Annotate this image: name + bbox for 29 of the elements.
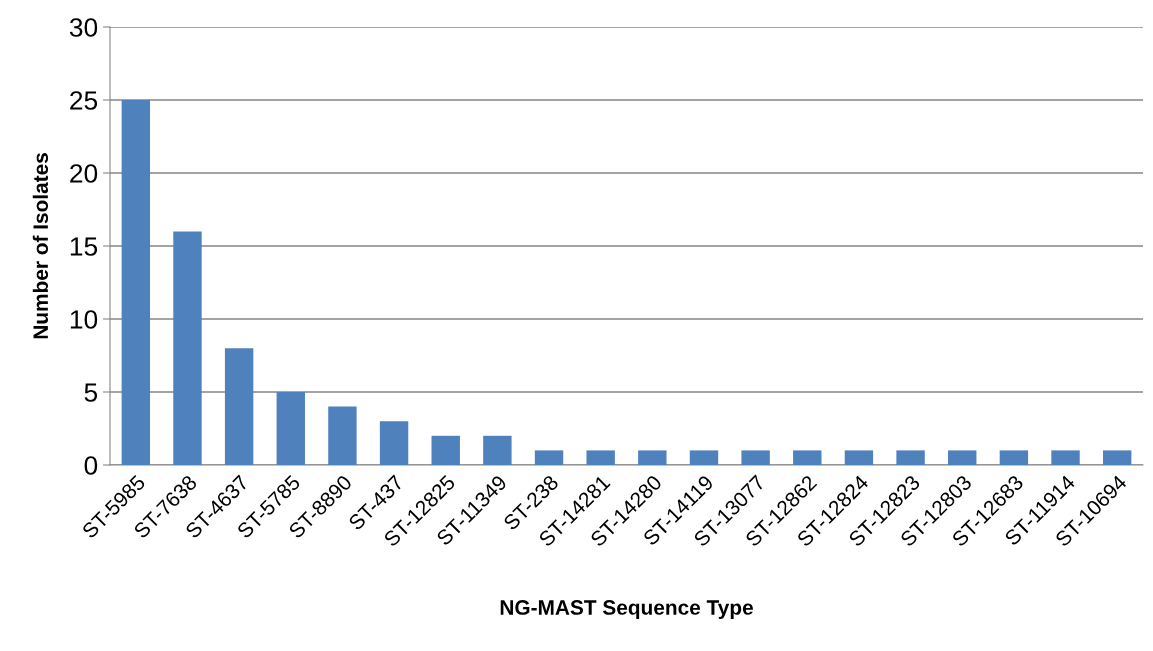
bar: [999, 450, 1029, 465]
y-axis-title: Number of Isolates: [32, 153, 49, 339]
y-tick-label: 30: [69, 18, 98, 37]
bar: [121, 100, 151, 465]
bar: [328, 406, 357, 465]
x-axis-title: NG-MAST Sequence Type: [500, 600, 753, 619]
bar: [431, 435, 460, 465]
bar: [638, 450, 667, 465]
bar: [844, 450, 874, 465]
bar: [483, 435, 512, 465]
bar: [741, 450, 770, 465]
bar: [689, 450, 719, 465]
bar: [276, 392, 305, 465]
bar: [224, 348, 254, 465]
bar: [896, 450, 925, 465]
y-tick-label: 0: [84, 456, 98, 475]
y-tick-label: 20: [70, 164, 98, 183]
bar: [379, 421, 409, 465]
bar: [948, 450, 977, 465]
bar: [1102, 450, 1132, 465]
y-tick-label: 5: [84, 383, 98, 402]
y-tick-label: 15: [70, 237, 98, 256]
bar: [1051, 450, 1080, 465]
bar: [793, 450, 822, 465]
bar: [173, 231, 202, 465]
y-tick-label: 25: [70, 91, 98, 110]
bar: [586, 450, 615, 465]
bar: [534, 450, 564, 465]
y-tick-label: 10: [70, 310, 98, 329]
